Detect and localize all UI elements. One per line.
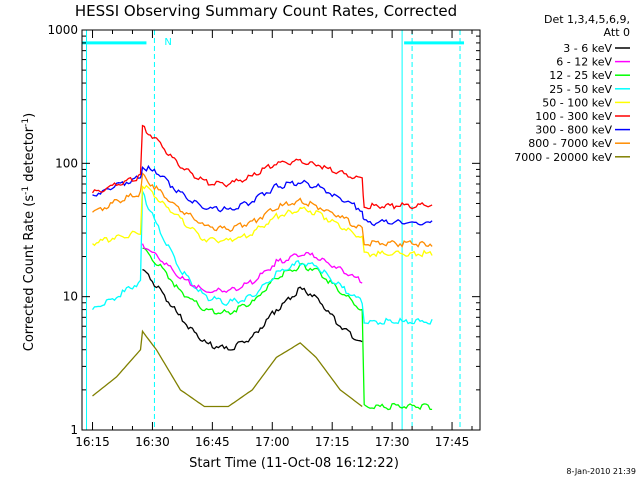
legend-entry-label: 6 - 12 keV bbox=[556, 56, 612, 69]
y-tick-label: 10 bbox=[63, 290, 78, 304]
series-line-1 bbox=[141, 243, 363, 294]
x-tick-label: 17:00 bbox=[255, 435, 290, 449]
plot-frame bbox=[81, 29, 481, 431]
x-tick-label: 17:15 bbox=[315, 435, 350, 449]
legend-entry-label: 100 - 300 keV bbox=[535, 110, 612, 123]
x-axis-label: Start Time (11-Oct-08 16:12:22) bbox=[189, 456, 399, 471]
series-line-6 bbox=[92, 164, 433, 227]
legend-header-2: Att 0 bbox=[604, 26, 630, 39]
legend-header-1: Det 1,3,4,5,6,9, bbox=[544, 13, 630, 26]
y-axis-label-end: ) bbox=[22, 113, 37, 118]
series-line-5 bbox=[91, 124, 433, 210]
x-tick-label: 17:45 bbox=[435, 435, 470, 449]
plot-area: N bbox=[82, 30, 465, 430]
series-line-4 bbox=[92, 184, 433, 258]
series-line-7 bbox=[92, 171, 433, 248]
x-tick-label: 16:45 bbox=[195, 435, 230, 449]
y-axis-label-main: Corrected Count Rate (s bbox=[22, 195, 37, 352]
series-line-8 bbox=[92, 329, 363, 408]
y-axis-label-sup2: -1 bbox=[21, 118, 31, 127]
legend-entry-label: 300 - 800 keV bbox=[535, 124, 612, 137]
y-ticks: 1 10 100 1000 bbox=[47, 23, 480, 437]
x-tick-label: 16:15 bbox=[75, 435, 110, 449]
x-tick-label: 16:30 bbox=[135, 435, 170, 449]
series-line-2 bbox=[142, 247, 433, 411]
flag-label: N bbox=[164, 37, 171, 48]
y-tick-label: 1000 bbox=[47, 23, 78, 37]
x-ticks: 16:15 16:30 16:45 17:00 17:15 17:30 17:45 bbox=[75, 30, 473, 449]
y-tick-label: 1 bbox=[70, 423, 78, 437]
series-line-3 bbox=[91, 191, 433, 326]
legend-entry-label: 800 - 7000 keV bbox=[528, 137, 612, 150]
y-axis-label: Corrected Count Rate (s-1 detector-1) bbox=[21, 113, 37, 351]
series-line-0 bbox=[142, 268, 363, 351]
y-tick-label: 100 bbox=[55, 156, 78, 170]
chart-title: HESSI Observing Summary Count Rates, Cor… bbox=[75, 2, 457, 20]
legend-entry-label: 12 - 25 keV bbox=[549, 69, 612, 82]
y-axis-label-mid: detector bbox=[22, 126, 37, 186]
y-axis-label-sup1: -1 bbox=[21, 186, 31, 195]
legend-entry-label: 7000 - 20000 keV bbox=[514, 151, 612, 164]
legend-entry-label: 50 - 100 keV bbox=[542, 96, 612, 109]
legend-entry-label: 25 - 50 keV bbox=[549, 83, 612, 96]
x-tick-label: 17:30 bbox=[375, 435, 410, 449]
timestamp: 8-Jan-2010 21:39 bbox=[566, 467, 636, 476]
legend-entry-label: 3 - 6 keV bbox=[563, 42, 612, 55]
